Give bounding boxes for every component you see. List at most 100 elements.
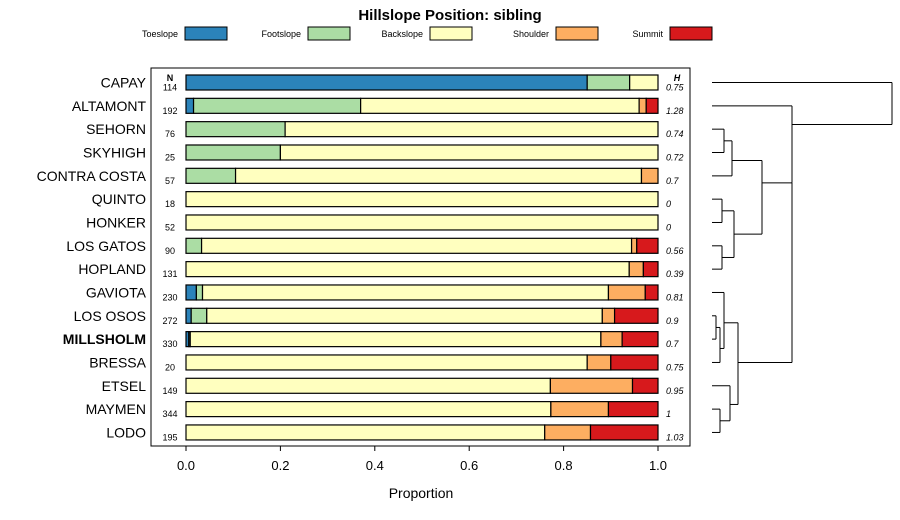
row-h-honker: 0	[666, 222, 671, 232]
row-label-sehorn: SEHORN	[86, 121, 146, 137]
row-label-capay: CAPAY	[101, 75, 147, 91]
bar-segment-maymen-shoulder	[550, 401, 610, 418]
dendrogram	[712, 82, 893, 433]
bar-segment-bressa-backslope	[185, 354, 588, 371]
x-tick-label: 1.0	[649, 458, 667, 473]
row-n-lodo: 195	[162, 432, 177, 442]
legend-swatch-shoulder	[555, 26, 599, 41]
row-n-sehorn: 76	[165, 129, 175, 139]
bar-segment-bressa-shoulder	[586, 354, 612, 371]
row-n-altamont: 192	[162, 106, 177, 116]
bar-segment-gaviota-summit	[644, 284, 659, 301]
row-label-altamont: ALTAMONT	[72, 98, 147, 114]
bar-segment-maymen-backslope	[185, 401, 552, 418]
row-n-gaviota: 230	[162, 292, 177, 302]
row-n-maymen: 344	[162, 409, 177, 419]
bar-segment-altamont-toeslope	[185, 97, 195, 114]
x-tick-label: 0.4	[366, 458, 384, 473]
legend-swatch-backslope	[429, 26, 473, 41]
legend-label-footslope: Footslope	[261, 29, 301, 39]
row-h-etsel: 0.95	[666, 386, 685, 396]
row-h-skyhigh: 0.72	[666, 152, 684, 162]
bar-segment-millsholm-backslope	[189, 331, 602, 348]
bar-segment-sehorn-backslope	[284, 121, 659, 138]
plot-frame	[150, 67, 691, 447]
row-label-lodo: LODO	[106, 424, 146, 440]
bar-segment-capay-toeslope	[185, 74, 588, 91]
bar-segment-etsel-backslope	[185, 377, 551, 394]
row-n-quinto: 18	[165, 199, 175, 209]
row-h-hopland: 0.39	[666, 269, 684, 279]
bar-segment-capay-footslope	[586, 74, 631, 91]
x-tick-label: 0.2	[271, 458, 289, 473]
bar-segment-lodo-summit	[589, 424, 659, 441]
row-label-skyhigh: SKYHIGH	[83, 144, 146, 160]
row-h-millsholm: 0.7	[666, 339, 680, 349]
bar-segment-gaviota-footslope	[195, 284, 204, 301]
bar-rows: CAPAY 114 0.75 ALTAMONT 192 1.28 SEHORN 76 0.74 S…	[37, 74, 685, 442]
row-label-millsholm: MILLSHOLM	[63, 331, 146, 347]
row-n-capay: 114	[163, 83, 177, 93]
bar-segment-capay-backslope	[629, 74, 659, 91]
legend-label-summit: Summit	[632, 29, 663, 39]
bar-segment-los-gatos-summit	[636, 237, 659, 254]
row-label-los-gatos: LOS GATOS	[66, 238, 146, 254]
bar-segment-altamont-backslope	[360, 97, 640, 114]
n-header: N	[167, 73, 174, 83]
row-label-contra-costa: CONTRA COSTA	[37, 168, 147, 184]
legend-swatch-toeslope	[184, 26, 228, 41]
row-n-skyhigh: 25	[165, 152, 175, 162]
legend: Toeslope Footslope Backslope Shoulder Summit	[142, 26, 713, 41]
legend-label-shoulder: Shoulder	[513, 29, 549, 39]
x-axis-label: Proportion	[389, 485, 454, 501]
chart-title: Hillslope Position: sibling	[358, 7, 541, 24]
bar-segment-contra-costa-shoulder	[640, 167, 659, 184]
row-h-sehorn: 0.74	[666, 129, 684, 139]
bar-segment-quinto-backslope	[185, 191, 659, 208]
row-n-hopland: 131	[162, 269, 177, 279]
legend-label-toeslope: Toeslope	[142, 29, 178, 39]
bar-segment-los-osos-footslope	[190, 307, 208, 324]
bar-segment-hopland-shoulder	[628, 261, 644, 278]
row-n-etsel: 149	[162, 386, 177, 396]
row-n-los-gatos: 90	[165, 246, 175, 256]
bar-segment-los-osos-summit	[613, 307, 659, 324]
x-axis: 0.0 0.2 0.4 0.6 0.8 1.0	[177, 446, 667, 473]
bar-segment-millsholm-summit	[621, 331, 659, 348]
bar-segment-altamont-summit	[645, 97, 659, 114]
row-h-maymen: 1	[666, 409, 671, 419]
bar-segment-contra-costa-footslope	[185, 167, 237, 184]
row-label-quinto: QUINTO	[92, 191, 146, 207]
bar-segment-gaviota-backslope	[201, 284, 610, 301]
row-label-maymen: MAYMEN	[86, 401, 146, 417]
bar-segment-sehorn-footslope	[185, 121, 286, 138]
bar-segment-altamont-shoulder	[638, 97, 647, 114]
row-h-los-gatos: 0.56	[666, 246, 684, 256]
bar-segment-gaviota-shoulder	[607, 284, 646, 301]
bar-segment-los-gatos-footslope	[185, 237, 203, 254]
row-label-los-osos: LOS OSOS	[74, 308, 146, 324]
row-label-bressa: BRESSA	[89, 354, 146, 370]
bar-segment-contra-costa-backslope	[234, 167, 643, 184]
row-h-quinto: 0	[666, 199, 671, 209]
legend-swatch-footslope	[307, 26, 351, 41]
row-n-bressa: 20	[165, 362, 175, 372]
row-label-gaviota: GAVIOTA	[86, 284, 147, 300]
bar-segment-millsholm-shoulder	[600, 331, 623, 348]
legend-label-backslope: Backslope	[381, 29, 423, 39]
h-header: H	[674, 73, 681, 83]
x-tick-label: 0.8	[555, 458, 573, 473]
bar-segment-lodo-backslope	[185, 424, 546, 441]
bar-segment-bressa-summit	[610, 354, 659, 371]
row-label-etsel: ETSEL	[102, 378, 147, 394]
bar-segment-etsel-shoulder	[549, 377, 634, 394]
row-n-millsholm: 330	[162, 339, 177, 349]
row-h-bressa: 0.75	[666, 362, 685, 372]
bar-segment-maymen-summit	[607, 401, 659, 418]
row-label-honker: HONKER	[86, 214, 146, 230]
x-tick-label: 0.0	[177, 458, 195, 473]
row-n-honker: 52	[165, 222, 175, 232]
row-h-altamont: 1.28	[666, 106, 684, 116]
bar-segment-los-osos-toeslope	[185, 307, 192, 324]
